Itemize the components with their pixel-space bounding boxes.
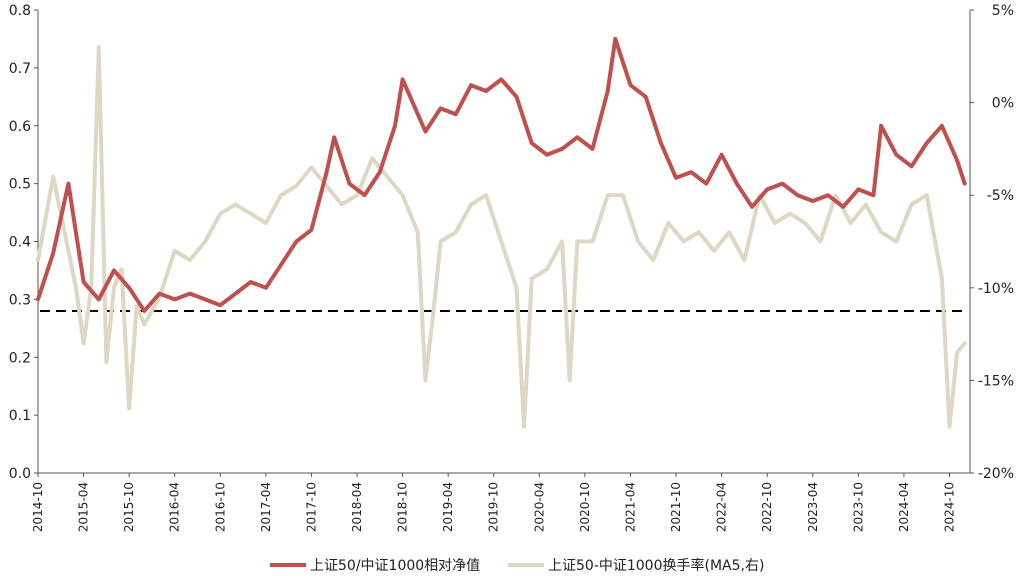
series-line-turnover	[36, 45, 967, 429]
x-tick-label: 2023-04	[806, 482, 820, 532]
legend-label: 上证50-中证1000换手率(MA5,右)	[548, 557, 764, 574]
right-tick-label: -10%	[978, 281, 1014, 297]
x-tick-label: 2016-04	[168, 482, 182, 532]
right-tick-label: 0%	[992, 96, 1014, 112]
right-tick-label: 5%	[992, 3, 1014, 19]
x-tick-label: 2019-10	[487, 482, 501, 532]
x-tick-label: 2014-10	[31, 482, 45, 532]
x-tick-label: 2024-10	[942, 482, 956, 532]
legend: 上证50/中证1000相对净值 上证50-中证1000换手率(MA5,右)	[270, 557, 764, 574]
x-tick-label: 2019-04	[441, 482, 455, 532]
legend-label: 上证50/中证1000相对净值	[310, 558, 480, 574]
x-tick-label: 2022-04	[715, 482, 729, 532]
left-tick-label: 0.1	[9, 408, 31, 424]
left-tick-label: 0.8	[9, 3, 31, 19]
left-tick-label: 0.6	[9, 119, 31, 135]
series-layer	[36, 36, 967, 429]
x-tick-label: 2022-10	[760, 482, 774, 532]
x-tick-label: 2021-04	[623, 482, 637, 532]
x-tick-label: 2015-04	[77, 482, 91, 532]
x-tick-label: 2020-10	[578, 482, 592, 532]
series-line-relative-nav	[36, 36, 967, 313]
right-tick-label: -5%	[987, 188, 1014, 204]
x-tick-label: 2016-10	[213, 482, 227, 532]
left-tick-label: 0.3	[9, 292, 31, 308]
axes: 0.0 0.1 0.2 0.3 0.4 0.5 0.6 0.7 0.8 5% 0% -5% -10% -1…	[9, 3, 1014, 532]
left-tick-label: 0.2	[9, 350, 31, 366]
right-tick-label: -15%	[978, 373, 1014, 389]
x-tick-label: 2018-04	[350, 482, 364, 532]
x-tick-label: 2024-04	[897, 482, 911, 532]
x-tick-label: 2021-10	[669, 482, 683, 532]
x-tick-label: 2020-04	[532, 482, 546, 532]
x-tick-label: 2023-10	[851, 482, 865, 532]
left-tick-label: 0.0	[9, 466, 31, 482]
right-tick-label: -20%	[978, 466, 1014, 482]
x-tick-label: 2018-10	[396, 482, 410, 532]
left-tick-label: 0.7	[9, 61, 31, 77]
left-tick-label: 0.5	[9, 177, 31, 193]
x-tick-label: 2017-04	[259, 482, 273, 532]
x-tick-label: 2017-10	[304, 482, 318, 532]
left-tick-label: 0.4	[9, 235, 31, 251]
x-tick-label: 2015-10	[122, 482, 136, 532]
